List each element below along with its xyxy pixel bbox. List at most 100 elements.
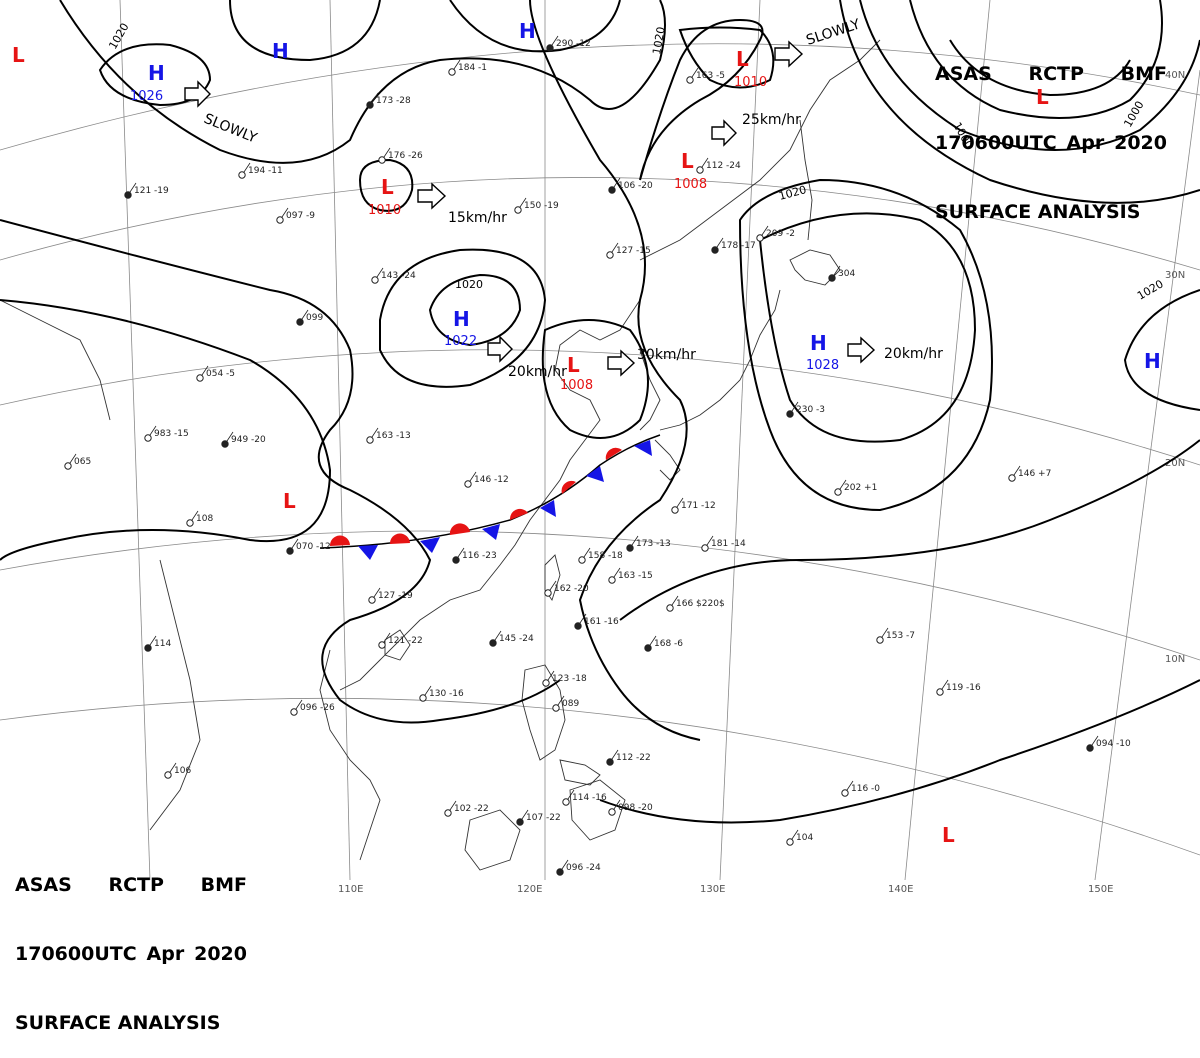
station-label: 104 [796,833,813,843]
station-plot: 089 [552,695,579,712]
station-plot: 098 -20 [608,799,653,816]
chart-header-bottom: ASAS RCTP BMF 170600UTC Apr 2020 SURFACE… [15,828,247,1058]
station-plot: 176 -26 [378,147,423,164]
low-center-marker: L [736,47,749,71]
low-center-value: 1010 [734,75,767,90]
station-circle [756,234,764,242]
lat-label: 30N [1165,270,1185,281]
station-plot: 209 -2 [756,225,795,242]
isobar [599,679,1200,824]
front-warm-bump [605,447,622,460]
station-circle [606,251,614,259]
station-label: 096 -26 [300,703,335,713]
station-plot: 184 -1 [448,59,487,76]
station-circle [164,771,172,779]
station-circle [786,838,794,846]
isobar [428,273,522,347]
movement-label: 20km/hr [884,346,943,362]
station-plot: 099 [296,309,323,326]
isobar [738,178,993,512]
lon-label: 140E [888,884,913,895]
station-label: 176 -26 [388,151,423,161]
station-label: 119 -16 [946,683,981,693]
station-label: 107 -22 [526,813,561,823]
station-plot: 145 -24 [489,630,534,647]
front-cold-tooth [420,537,440,553]
movement-arrow-icon [487,335,513,363]
station-circle [286,547,294,555]
station-label: 178 -17 [721,241,756,251]
isobar [529,0,701,741]
front-warm-bump [561,480,576,494]
front-cold-tooth [586,466,604,482]
isobar [449,0,621,53]
movement-arrow-icon [847,336,876,364]
china-coast [339,299,641,691]
station-plot: 070 -12 [286,538,331,555]
station-label: 184 -1 [458,63,487,73]
station-label: 173 -13 [636,539,671,549]
station-label: 094 -10 [1096,739,1131,749]
header-year: 2020 [194,943,247,965]
station-circle [574,622,582,630]
movement-arrow-icon [711,119,737,147]
station-label: 181 -14 [711,539,746,549]
station-label: 112 -22 [616,753,651,763]
high-center-marker: H [272,39,289,63]
station-circle [556,868,564,876]
station-circle [608,808,616,816]
meridian-110e [329,0,351,881]
stationary-front [319,434,661,560]
station-plot: 181 -14 [701,535,746,552]
station-plot: 161 -16 [574,613,619,630]
taiwan [544,554,561,602]
low-center-marker: L [12,43,25,67]
station-label: 106 [174,766,191,776]
station-plot: 153 -7 [876,627,915,644]
station-plot: 173 -28 [366,92,411,109]
station-label: 130 -16 [429,689,464,699]
station-circle [644,644,652,652]
station-label: 162 -20 [554,584,589,594]
station-plot: 065 [64,453,91,470]
station-plot: 304 [828,265,855,282]
high-center-marker: H [810,331,827,355]
low-center-marker: L [381,175,394,199]
isobar-label: 1020 [455,278,483,291]
low-center-value: 1008 [560,378,593,393]
header-agency: ASAS [935,63,992,85]
parallel-30n [0,177,1200,271]
station-label: 127 -19 [378,591,413,601]
isobar [229,0,381,62]
station-circle [124,191,132,199]
station-label: 202 +1 [844,483,877,493]
low-center-marker: L [1036,85,1049,109]
station-circle [444,809,452,817]
high-center-value: 1026 [130,89,163,104]
header-station: RCTP [1028,63,1084,85]
front-warm-bump [449,523,470,535]
isobar [59,0,666,164]
front-warm-bump [509,508,528,520]
station-plot: 119 -16 [936,679,981,696]
station-label: 145 -24 [499,634,534,644]
station-circle [828,274,836,282]
station-circle [516,818,524,826]
station-circle [578,556,586,564]
station-label: 983 -15 [154,429,189,439]
station-plot: 166 $220$ [666,595,725,612]
station-label: 209 -2 [766,229,795,239]
isobar [758,212,977,443]
isobar [98,43,212,107]
station-label: 112 -24 [706,161,741,171]
station-circle [666,604,674,612]
header-month: Apr [1066,132,1105,154]
station-circle [562,798,570,806]
station-plot: 171 -12 [671,497,716,514]
low-center-value: 1008 [674,177,707,192]
station-plot: 127 -15 [606,242,651,259]
station-plot: 146 -12 [464,471,509,488]
station-plot: 173 -13 [626,535,671,552]
station-plot: 143 -24 [371,267,416,284]
station-plot: 290 -12 [546,35,591,52]
